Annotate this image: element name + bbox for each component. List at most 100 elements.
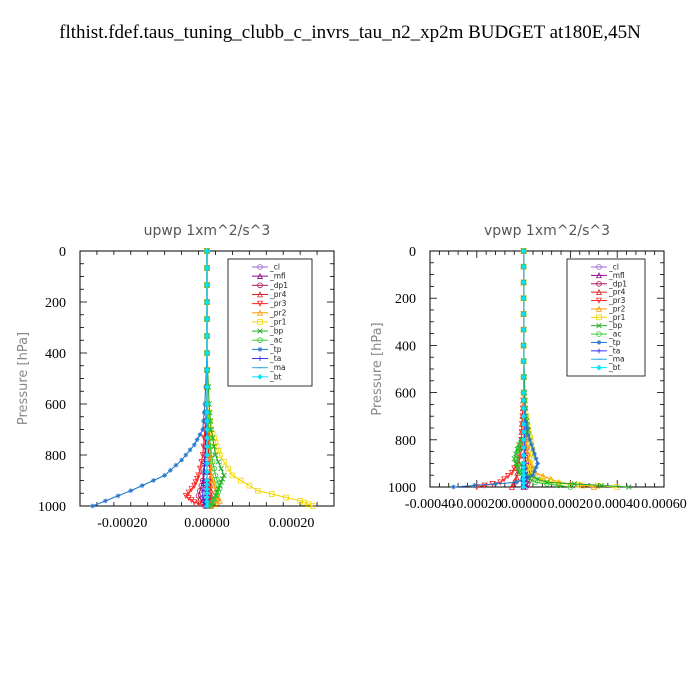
legend-label: _pr2 [269, 308, 287, 317]
legend-label: _tp [608, 338, 621, 347]
series-point [520, 452, 527, 459]
legend-marker [595, 305, 603, 312]
legend-label: _mfl [269, 272, 286, 281]
series-point [520, 326, 527, 333]
legend-marker [257, 356, 263, 361]
legend-label: _dp1 [608, 279, 627, 288]
legend-label: _pr4 [608, 288, 626, 297]
y-tick-label: 200 [395, 292, 416, 307]
legend-label: _cl [608, 263, 619, 272]
x-tick-label: 0.00040 [594, 497, 640, 512]
series-point [520, 358, 527, 364]
x-tick-label: 0.00060 [641, 497, 687, 512]
y-tick-label: 400 [45, 347, 66, 362]
legend-box [227, 258, 313, 387]
legend-label: _dp1 [269, 281, 288, 290]
series-point [510, 480, 517, 487]
series-point [508, 470, 515, 477]
y-tick-label: 800 [395, 434, 416, 449]
series-point [204, 409, 210, 416]
series-point [533, 464, 539, 470]
series-point [246, 482, 253, 489]
series-point [301, 499, 308, 506]
series-point [523, 442, 530, 449]
series-point [103, 498, 108, 504]
series-point [229, 472, 236, 479]
series-point [497, 479, 504, 486]
series-point [167, 467, 173, 473]
x-tick-label: -0.00040 [405, 497, 455, 512]
series-point [493, 481, 498, 487]
series-point [530, 446, 536, 452]
series-point [511, 465, 518, 472]
x-tick-label: -0.00020 [97, 516, 147, 531]
series-point [195, 472, 202, 479]
series-point [544, 481, 550, 487]
series-point [179, 457, 184, 463]
legend-label: _cl [269, 263, 280, 272]
series-point [211, 482, 218, 489]
y-tick-label: 0 [409, 245, 416, 260]
series-point [508, 483, 515, 490]
legend-marker [596, 280, 602, 287]
legend-marker [596, 331, 602, 337]
series-point [535, 461, 541, 466]
series-point [216, 452, 223, 458]
series-point [204, 469, 210, 475]
legend-label: _bt [608, 363, 621, 372]
series-point [90, 503, 96, 509]
series-point [196, 465, 203, 472]
series-point [520, 413, 527, 420]
legend-label: _ma [608, 355, 625, 364]
legend-marker [257, 319, 263, 325]
series-point [529, 442, 534, 447]
series-point [520, 397, 527, 404]
series-point [451, 484, 456, 490]
series-point [173, 462, 179, 468]
series-point [204, 503, 210, 509]
series-point [204, 316, 210, 322]
series-point [201, 496, 206, 502]
legend-label: _pr3 [608, 296, 626, 305]
chart-vpwp: vpwp 1xm^2/s^3 Pressure [hPa] 0 200 400 600 80… [370, 223, 687, 512]
series-point [195, 500, 202, 507]
legend-label: _ac [269, 336, 282, 345]
series-point [567, 484, 574, 490]
series-point [534, 476, 541, 482]
series-point [533, 456, 539, 462]
legend-marker [256, 309, 264, 316]
series-point [207, 465, 214, 472]
series-point [520, 248, 527, 254]
plot-title: upwp 1xm^2/s^3 [144, 223, 271, 239]
legend: _cl_mfl_dp1_pr4_pr3_pr2_pr1_bp_ac_tp_ta_… [227, 258, 313, 387]
legend-marker [596, 340, 602, 345]
series-point [200, 493, 206, 499]
series-point [532, 479, 539, 486]
series-point [188, 486, 195, 493]
series-point [204, 367, 210, 373]
series-point [305, 501, 312, 508]
series-point [204, 248, 210, 254]
series-point [128, 488, 134, 494]
series-point [185, 489, 192, 496]
legend-marker [595, 288, 603, 295]
series-point [204, 299, 210, 305]
series-point [555, 478, 562, 486]
legend-marker [256, 291, 264, 298]
series-point [204, 265, 210, 271]
series-point [209, 435, 216, 441]
series-point [191, 499, 198, 506]
legend-marker [257, 264, 263, 270]
series-point [204, 384, 210, 390]
series-point [269, 491, 275, 497]
x-tick-label: 0.00020 [269, 516, 315, 531]
legend-marker [257, 328, 263, 334]
series-point [200, 427, 206, 432]
legend: _cl_mfl_dp1_pr4_pr3_pr2_pr1_bp_ac_tp_ta_… [566, 258, 646, 377]
legend-label: _ac [608, 330, 621, 339]
series-point [524, 449, 531, 456]
y-tick-label: 800 [45, 449, 66, 464]
page-title: flthist.fdef.taus_tuning_clubb_c_invrs_t… [59, 22, 641, 43]
series-point [238, 477, 244, 484]
series-point [198, 458, 205, 466]
